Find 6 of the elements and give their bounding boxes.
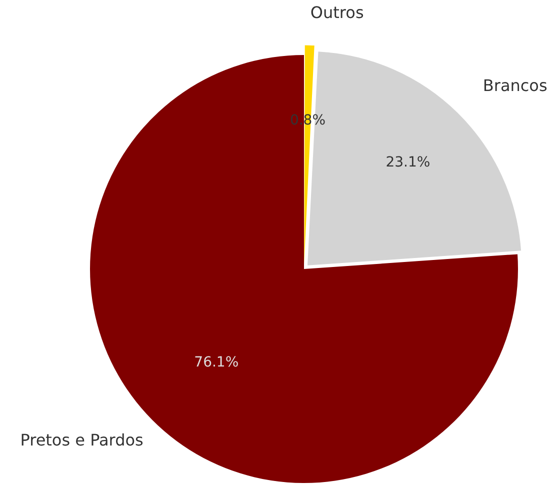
data-label: 76.1% [194,354,239,371]
slice-label: Pretos e Pardos [20,430,144,450]
slice-label: Brancos [482,76,548,95]
data-label: 0.8% [290,112,326,128]
data-label: 23.1% [386,154,430,171]
slice-label: Outros [310,2,364,22]
